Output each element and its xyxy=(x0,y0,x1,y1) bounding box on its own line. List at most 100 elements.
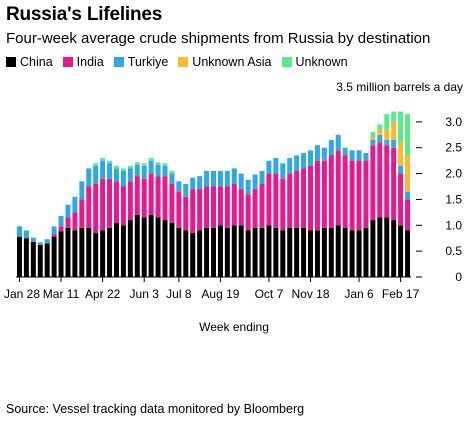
bar-segment-unknown-20 xyxy=(155,162,161,165)
bar-segment-china-32 xyxy=(238,225,244,277)
bar-segment-india-33 xyxy=(245,194,251,231)
bar-segment-china-48 xyxy=(349,230,355,277)
bar-segment-turkiye-43 xyxy=(314,145,320,161)
bar-segment-turkiye-41 xyxy=(301,152,307,169)
bar-segment-turkiye-49 xyxy=(356,150,362,161)
bar-segment-india-5 xyxy=(51,234,57,237)
bar-segment-unknown-51 xyxy=(370,132,376,138)
bar-segment-turkiye-53 xyxy=(384,139,390,146)
bar-segment-china-37 xyxy=(273,227,279,277)
bar-segment-turkiye-12 xyxy=(100,160,106,179)
bar-segment-unknown-16 xyxy=(127,165,133,169)
bar-segment-turkiye-5 xyxy=(51,226,57,235)
bar-segment-turkiye-16 xyxy=(127,168,133,182)
legend: China India Turkiye Unknown Asia Unknown xyxy=(6,55,348,69)
bar-segment-turkiye-14 xyxy=(113,168,119,182)
y-axis: 0 0.5 1.0 1.5 2.0 2.5 3.0 xyxy=(416,115,462,284)
bar-segment-india-44 xyxy=(321,160,327,228)
bar-segment-india-12 xyxy=(100,178,106,231)
bar-segment-india-8 xyxy=(72,212,78,231)
bar-segment-turkiye-51 xyxy=(370,139,376,146)
bar-segment-india-43 xyxy=(314,160,320,231)
y-tick-label: 1.0 xyxy=(445,218,462,232)
bar-segment-unknown-19 xyxy=(148,158,154,161)
bar-segment-china-6 xyxy=(58,231,64,277)
bar-segment-india-7 xyxy=(65,217,71,228)
bar-segment-turkiye-44 xyxy=(321,147,327,161)
bar-segment-china-43 xyxy=(314,230,320,277)
bar-segment-china-47 xyxy=(342,227,348,277)
bar-segment-china-39 xyxy=(287,227,293,277)
bar-segment-china-44 xyxy=(321,227,327,277)
bar-segment-turkiye-21 xyxy=(162,165,168,177)
bar-segment-china-20 xyxy=(155,217,161,277)
x-tick-label: Jul 8 xyxy=(166,287,192,301)
legend-swatch-unknown xyxy=(281,57,292,67)
bar-segment-turkiye-34 xyxy=(252,174,258,190)
bar-segment-turkiye-47 xyxy=(342,147,348,156)
bar-segment-unknown-56 xyxy=(405,114,411,156)
bar-segment-unknown-asia-52 xyxy=(377,129,383,135)
bar-segment-china-3 xyxy=(37,244,43,277)
bar-segment-india-19 xyxy=(148,173,154,215)
bar-segment-turkiye-6 xyxy=(58,215,64,227)
bar-segment-china-19 xyxy=(148,214,154,277)
x-tick-label: Feb 17 xyxy=(382,287,420,301)
bar-segment-china-41 xyxy=(301,227,307,277)
bar-segment-india-18 xyxy=(141,178,147,218)
bar-segment-unknown-13 xyxy=(107,160,113,164)
bar-segment-india-34 xyxy=(252,189,258,228)
bar-segment-china-29 xyxy=(217,225,223,277)
y-tick-label: 2.0 xyxy=(445,167,462,181)
bar-segment-india-23 xyxy=(176,191,182,228)
bar-segment-china-26 xyxy=(197,230,203,277)
chart-subtitle: Four-week average crude shipments from R… xyxy=(6,30,431,47)
bar-segment-unknown-asia-55 xyxy=(398,142,404,166)
bar-segment-unknown-55 xyxy=(398,111,404,143)
bar-segment-india-46 xyxy=(335,150,341,226)
bar-segment-china-7 xyxy=(65,227,71,277)
bar-segment-china-4 xyxy=(44,243,50,277)
bar-segment-china-12 xyxy=(100,230,106,277)
bar-segment-india-55 xyxy=(398,173,404,226)
unit-label: 3.5 million barrels a day xyxy=(336,80,463,94)
bar-segment-india-37 xyxy=(273,173,279,228)
bar-segment-turkiye-26 xyxy=(197,176,203,190)
bar-segment-china-55 xyxy=(398,225,404,277)
bars-group xyxy=(16,111,411,277)
bar-segment-india-30 xyxy=(224,186,230,228)
bar-segment-turkiye-24 xyxy=(183,183,189,197)
bar-segment-india-17 xyxy=(134,176,140,215)
bar-segment-india-53 xyxy=(384,145,390,218)
bar-segment-china-22 xyxy=(169,222,175,277)
bar-segment-unknown-53 xyxy=(384,114,390,130)
bar-segment-turkiye-32 xyxy=(238,173,244,190)
x-tick-label: Oct 7 xyxy=(255,287,284,301)
bar-segment-china-49 xyxy=(356,230,362,277)
legend-label-unknown: Unknown xyxy=(295,55,348,69)
bar-segment-china-8 xyxy=(72,230,78,277)
bar-segment-unknown-14 xyxy=(113,165,119,169)
bar-segment-india-13 xyxy=(107,178,113,228)
bar-segment-turkiye-48 xyxy=(349,150,355,161)
bar-segment-turkiye-50 xyxy=(363,152,369,161)
bar-segment-india-52 xyxy=(377,142,383,218)
x-tick-label: Nov 18 xyxy=(292,287,330,301)
bar-segment-unknown-asia-54 xyxy=(391,121,397,140)
bar-segment-turkiye-31 xyxy=(231,168,237,184)
bar-segment-turkiye-25 xyxy=(190,177,196,190)
bar-segment-china-11 xyxy=(93,233,99,277)
bar-segment-turkiye-3 xyxy=(37,242,43,245)
bar-segment-turkiye-39 xyxy=(287,158,293,174)
x-axis-title: Week ending xyxy=(199,320,269,334)
bar-segment-turkiye-19 xyxy=(148,160,154,174)
bar-segment-unknown-17 xyxy=(134,162,140,165)
bar-segment-india-24 xyxy=(183,196,189,231)
bar-segment-turkiye-29 xyxy=(217,170,223,187)
bar-segment-india-29 xyxy=(217,186,223,226)
bar-segment-turkiye-35 xyxy=(259,170,265,184)
bar-segment-india-45 xyxy=(328,155,334,228)
bar-segment-india-35 xyxy=(259,183,265,228)
bar-segment-turkiye-52 xyxy=(377,134,383,143)
bar-segment-unknown-18 xyxy=(141,163,147,166)
